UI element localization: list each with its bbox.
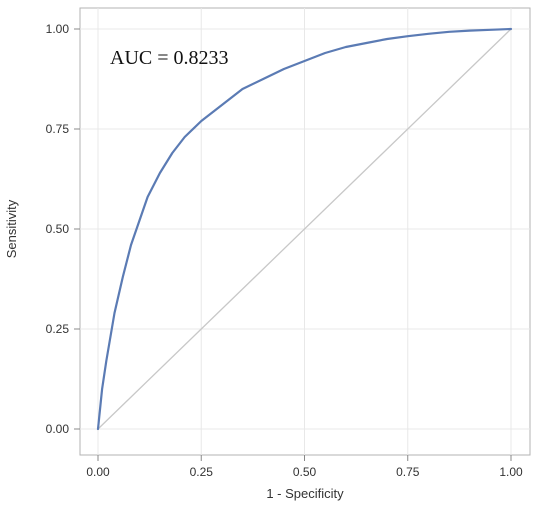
reference-diagonal-line [97, 28, 512, 430]
series-layer [96, 27, 513, 431]
x-axis-label: 1 - Specificity [266, 486, 344, 501]
y-tick-label: 1.00 [46, 22, 70, 36]
x-axis-ticks: 0.00 0.25 0.50 0.75 1.00 [86, 455, 523, 479]
y-tick-label: 0.50 [46, 222, 70, 236]
x-tick-label: 1.00 [499, 465, 523, 479]
auc-annotation: AUC = 0.8233 [110, 47, 229, 69]
roc-curve-line [96, 27, 513, 431]
grid-lines [80, 8, 530, 455]
y-tick-label: 0.75 [46, 122, 70, 136]
y-axis-ticks: 0.00 0.25 0.50 0.75 1.00 [46, 22, 80, 436]
y-tick-label: 0.25 [46, 322, 70, 336]
y-tick-label: 0.00 [46, 422, 70, 436]
x-tick-label: 0.00 [86, 465, 110, 479]
y-axis-label: Sensitivity [4, 199, 19, 258]
x-tick-label: 0.25 [190, 465, 214, 479]
x-tick-label: 0.75 [396, 465, 420, 479]
x-tick-label: 0.50 [293, 465, 317, 479]
